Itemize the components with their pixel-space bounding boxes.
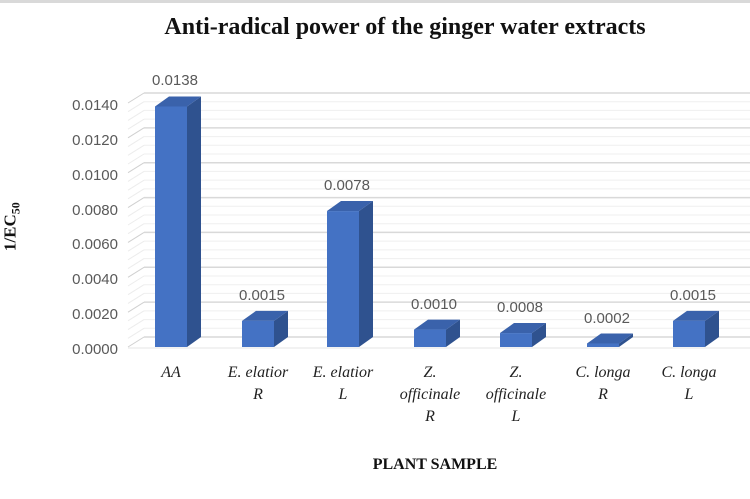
bar — [587, 333, 633, 347]
data-label: 0.0015 — [239, 286, 285, 304]
side-wall-line — [127, 310, 145, 322]
y-tick-label: 0.0060 — [72, 236, 118, 254]
bar-side-face — [619, 333, 633, 347]
side-wall-line — [127, 301, 145, 313]
x-category-line: R — [253, 386, 263, 403]
bar — [500, 323, 546, 347]
side-wall-line — [127, 136, 145, 147]
y-tick-label: 0.0000 — [72, 341, 118, 358]
side-wall-line — [127, 162, 145, 174]
x-category-line: Z. — [509, 364, 523, 381]
side-wall-line — [127, 101, 145, 113]
bar-side-face — [446, 319, 460, 347]
data-label: 0.0015 — [670, 286, 716, 304]
y-tick-label: 0.0040 — [72, 271, 118, 289]
data-label: 0.0008 — [497, 299, 543, 317]
bar-front-face — [327, 211, 359, 347]
data-label: 0.0010 — [411, 295, 457, 313]
x-category-line: R — [425, 408, 435, 425]
side-wall-line — [127, 249, 145, 261]
x-category-line: Z. — [423, 364, 437, 381]
bar-top-face — [500, 323, 546, 334]
data-label: 0.0078 — [324, 177, 370, 195]
side-wall-line — [127, 266, 145, 278]
bar-front-face — [673, 320, 705, 347]
x-category-line: C. longa — [575, 364, 631, 381]
x-category-label: C. longa R — [557, 362, 649, 406]
bar-front-face — [587, 343, 619, 347]
side-wall-line — [127, 179, 145, 191]
x-category-line: C. longa — [661, 364, 717, 381]
x-category-line: E. elatior — [312, 364, 374, 381]
side-wall-line — [127, 240, 145, 252]
side-wall-line — [127, 127, 145, 139]
bar-front-face — [414, 329, 446, 347]
x-category-label: Z. officinale R — [384, 362, 476, 428]
y-tick-label: 0.0100 — [72, 166, 118, 184]
y-tick-label: 0.0140 — [72, 97, 118, 114]
x-category-label: E. elatior L — [297, 362, 389, 406]
x-category-label: AA — [125, 362, 217, 384]
x-category-label: C. longa L — [643, 362, 735, 406]
bar-side-face — [274, 310, 288, 347]
bar-top-face — [327, 201, 373, 212]
side-wall-line — [127, 232, 145, 243]
x-category-line: L — [338, 386, 348, 403]
bar — [155, 96, 201, 347]
bar — [327, 201, 373, 347]
side-wall-line — [127, 336, 145, 348]
bar-top-face — [242, 310, 288, 321]
y-tick-label: 0.0120 — [72, 131, 118, 149]
x-category-line: officinale — [485, 386, 547, 403]
x-category-line: E. elatior — [227, 364, 289, 381]
side-wall-line — [127, 293, 145, 304]
data-label: 0.0002 — [584, 309, 630, 327]
x-category-label: E. elatior R — [212, 362, 304, 406]
bar-front-face — [500, 333, 532, 347]
x-category-line: L — [511, 408, 521, 425]
bar-side-face — [705, 310, 719, 347]
x-category-line: R — [598, 386, 608, 403]
x-category-line: officinale — [399, 386, 461, 403]
side-wall-line — [127, 214, 145, 226]
side-wall-line — [127, 205, 145, 217]
bar-side-face — [532, 323, 546, 347]
bar-top-face — [155, 96, 201, 107]
side-wall-line — [127, 327, 145, 339]
bar-top-face — [673, 310, 719, 321]
bar-side-face — [359, 201, 373, 347]
bar-top-face — [414, 319, 460, 330]
side-wall-line — [127, 275, 145, 287]
side-wall-line — [127, 188, 145, 200]
side-wall-line — [127, 144, 145, 156]
side-wall-line — [127, 92, 145, 104]
x-axis-title: PLANT SAMPLE — [372, 456, 498, 473]
top-border — [0, 0, 750, 3]
side-wall-line — [127, 110, 145, 121]
x-category-line: AA — [161, 364, 181, 381]
bar — [673, 310, 719, 347]
side-wall-line — [127, 319, 145, 330]
chart-title: Anti-radical power of the ginger water e… — [164, 14, 646, 40]
side-wall-line — [127, 171, 145, 182]
bar-side-face — [187, 96, 201, 347]
side-wall-line — [127, 153, 145, 165]
x-category-line: L — [684, 386, 694, 403]
bar-front-face — [155, 106, 187, 347]
bar — [414, 319, 460, 347]
side-wall-line — [127, 118, 145, 130]
side-wall-line — [127, 223, 145, 235]
bar — [242, 310, 288, 347]
y-tick-label: 0.0020 — [72, 306, 118, 324]
side-wall-line — [127, 258, 145, 269]
bar-top-face — [587, 333, 633, 344]
y-tick-label: 0.0080 — [72, 201, 118, 219]
bar-front-face — [242, 320, 274, 347]
x-category-label: Z. officinale L — [470, 362, 562, 428]
side-wall-line — [127, 197, 145, 208]
data-label: 0.0138 — [152, 72, 198, 90]
side-wall-line — [127, 284, 145, 296]
